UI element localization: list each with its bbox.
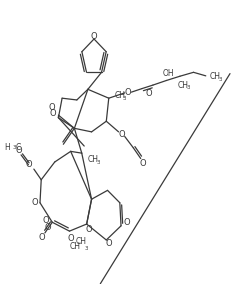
Text: CH: CH — [70, 241, 81, 251]
Text: O: O — [139, 158, 146, 168]
Text: CH: CH — [178, 81, 189, 89]
Text: O: O — [124, 218, 130, 227]
Text: 3: 3 — [97, 160, 100, 165]
Text: O: O — [118, 130, 125, 139]
Text: O: O — [85, 225, 92, 234]
Text: CH: CH — [76, 237, 87, 246]
Text: H: H — [4, 142, 10, 152]
Text: 3: 3 — [84, 246, 88, 251]
Text: O: O — [67, 234, 74, 243]
Text: 3: 3 — [123, 96, 126, 101]
Text: O: O — [25, 160, 32, 169]
Text: 3: 3 — [187, 86, 190, 90]
Text: O: O — [32, 198, 38, 207]
Text: OH: OH — [162, 69, 174, 78]
Text: O: O — [105, 239, 112, 248]
Text: O: O — [44, 223, 51, 232]
Text: CH: CH — [210, 72, 221, 82]
Text: O: O — [49, 103, 56, 112]
Text: O: O — [43, 216, 49, 225]
Text: O: O — [16, 146, 22, 155]
Text: O: O — [50, 109, 57, 118]
Text: O: O — [91, 32, 97, 41]
Text: CH: CH — [88, 155, 99, 164]
Text: CH: CH — [114, 91, 125, 100]
Text: C: C — [15, 142, 21, 152]
Text: 3: 3 — [219, 77, 222, 82]
Text: 3: 3 — [12, 144, 16, 150]
Text: O: O — [39, 233, 45, 242]
Text: O: O — [146, 89, 153, 98]
Text: O: O — [124, 88, 131, 97]
